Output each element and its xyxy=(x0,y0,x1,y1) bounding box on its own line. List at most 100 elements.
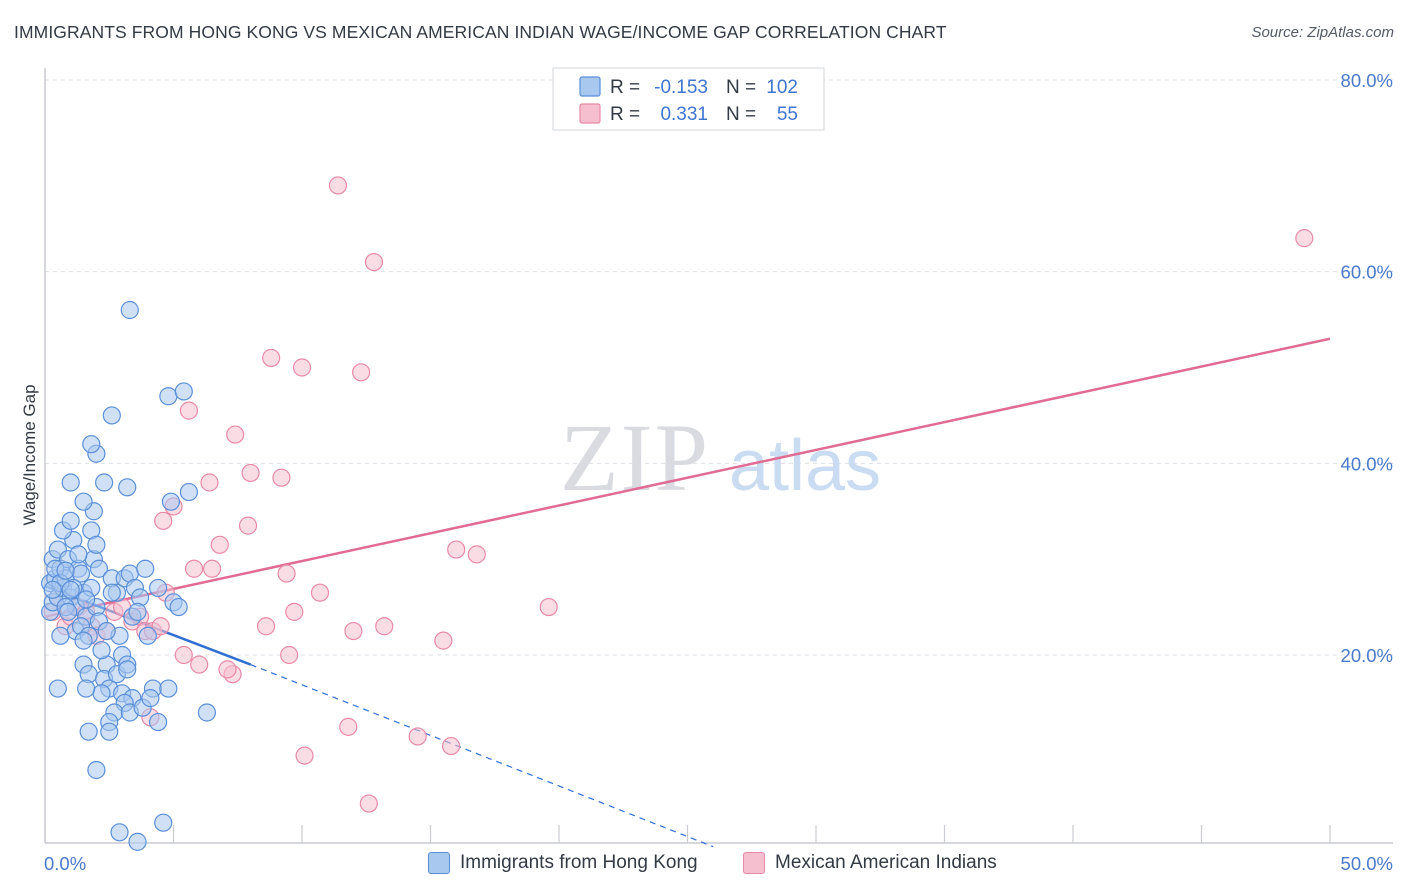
point-mexican-american-indians-24 xyxy=(226,425,245,444)
point-hong-kong-98 xyxy=(77,590,96,609)
point-mexican-american-indians-28 xyxy=(262,348,281,368)
stats-box: R = -0.153 N = 102 R = 0.331 N = 55 xyxy=(552,67,825,131)
point-hong-kong-67 xyxy=(159,387,178,406)
stats-n-value-1: 102 xyxy=(766,77,798,98)
point-hong-kong-87 xyxy=(69,545,88,564)
labels-layer: 20.0% 40.0% 60.0% 80.0% 0.0% 50.0% Wage/Income… xyxy=(20,70,1393,874)
legend-item-mexican-american-indians: Mexican American Indians xyxy=(743,852,997,874)
point-mexican-american-indians-53 xyxy=(280,645,299,665)
y-tick-label-3: 80.0% xyxy=(1341,70,1393,91)
point-hong-kong-29 xyxy=(61,473,80,492)
point-hong-kong-33 xyxy=(118,478,137,497)
point-hong-kong-81 xyxy=(154,813,173,832)
point-hong-kong-78 xyxy=(87,760,106,780)
point-mexican-american-indians-29 xyxy=(272,468,291,487)
point-mexican-american-indians-23 xyxy=(210,535,229,554)
trend-line-mexican-american-indians xyxy=(44,337,1331,618)
axes-layer xyxy=(44,68,1393,844)
point-mexican-american-indians-35 xyxy=(344,621,363,641)
point-hong-kong-100 xyxy=(138,626,157,645)
grid-layer xyxy=(45,79,1393,656)
point-hong-kong-101 xyxy=(118,660,137,679)
y-tick-label-2: 60.0% xyxy=(1341,262,1393,283)
chart-title: IMMIGRANTS FROM HONG KONG VS MEXICAN AME… xyxy=(14,22,947,42)
point-mexican-american-indians-46 xyxy=(408,727,427,746)
point-mexican-american-indians-18 xyxy=(154,511,173,530)
point-hong-kong-89 xyxy=(74,631,93,650)
point-mexican-american-indians-19 xyxy=(179,401,199,420)
trend-line-hong-kong-extension xyxy=(250,664,714,848)
point-hong-kong-32 xyxy=(102,406,121,425)
point-mexican-american-indians-39 xyxy=(434,631,453,650)
x-tick-label-1: 50.0% xyxy=(1341,853,1393,874)
point-mexican-american-indians-32 xyxy=(292,358,312,377)
point-mexican-american-indians-33 xyxy=(310,583,330,602)
y-tick-label-1: 40.0% xyxy=(1341,453,1393,474)
point-hong-kong-34 xyxy=(95,473,114,492)
legend-swatch-pink xyxy=(743,852,765,874)
point-mexican-american-indians-20 xyxy=(184,559,204,578)
stats-r-label-2: R = xyxy=(610,104,640,125)
point-hong-kong-31 xyxy=(82,435,101,454)
points-layer xyxy=(41,176,1314,851)
point-hong-kong-16 xyxy=(61,511,80,530)
point-mexican-american-indians-15 xyxy=(151,617,170,636)
point-hong-kong-62 xyxy=(141,689,160,708)
point-hong-kong-44 xyxy=(128,602,147,621)
point-mexican-american-indians-42 xyxy=(539,597,558,617)
point-hong-kong-91 xyxy=(136,559,155,578)
point-hong-kong-73 xyxy=(92,641,111,660)
point-mexican-american-indians-34 xyxy=(328,176,348,195)
point-hong-kong-65 xyxy=(161,492,181,511)
point-mexican-american-indians-43 xyxy=(339,717,358,736)
point-mexican-american-indians-27 xyxy=(256,617,276,636)
point-hong-kong-69 xyxy=(120,300,139,320)
point-hong-kong-99 xyxy=(97,621,116,641)
stats-r-value-1: -0.153 xyxy=(654,77,708,98)
point-mexican-american-indians-40 xyxy=(447,540,466,559)
point-hong-kong-79 xyxy=(110,823,129,842)
stats-n-value-2: 55 xyxy=(777,104,798,125)
legend-label-mexican-american-indians: Mexican American Indians xyxy=(775,852,997,874)
watermark: ZIP atlas xyxy=(560,404,881,511)
stats-r-label-1: R = xyxy=(610,77,640,98)
point-mexican-american-indians-25 xyxy=(241,463,260,483)
point-hong-kong-80 xyxy=(128,832,147,851)
point-hong-kong-95 xyxy=(61,580,80,599)
point-hong-kong-74 xyxy=(77,679,96,698)
point-mexican-american-indians-37 xyxy=(364,252,384,272)
x-tick-label-0: 0.0% xyxy=(44,853,86,874)
point-hong-kong-76 xyxy=(79,722,98,741)
point-hong-kong-77 xyxy=(100,722,119,741)
point-hong-kong-90 xyxy=(102,583,121,602)
point-hong-kong-70 xyxy=(197,703,217,722)
point-hong-kong-61 xyxy=(148,712,168,732)
point-hong-kong-75 xyxy=(48,679,67,698)
point-mexican-american-indians-51 xyxy=(174,645,193,665)
point-hong-kong-35 xyxy=(87,535,106,554)
point-mexican-american-indians-36 xyxy=(352,363,371,382)
stats-swatch-pink xyxy=(579,103,601,124)
point-mexican-american-indians-38 xyxy=(375,617,394,636)
stats-n-label-2: N = xyxy=(726,104,756,125)
stats-r-value-2: 0.331 xyxy=(660,104,708,125)
point-mexican-american-indians-41 xyxy=(467,545,486,564)
point-hong-kong-86 xyxy=(59,602,78,621)
point-mexican-american-indians-44 xyxy=(295,746,314,765)
watermark-atlas: atlas xyxy=(729,426,881,506)
stats-swatch-blue xyxy=(579,76,601,97)
point-hong-kong-97 xyxy=(56,561,75,580)
legend-item-hong-kong: Immigrants from Hong Kong xyxy=(428,852,698,874)
legend-label-hong-kong: Immigrants from Hong Kong xyxy=(460,852,698,874)
point-mexican-american-indians-31 xyxy=(285,602,304,621)
point-hong-kong-63 xyxy=(159,679,178,698)
legend-swatch-blue xyxy=(428,852,450,874)
point-mexican-american-indians-21 xyxy=(200,473,219,492)
point-hong-kong-66 xyxy=(179,482,199,502)
point-mexican-american-indians-54 xyxy=(1295,229,1314,248)
point-hong-kong-36 xyxy=(89,559,109,578)
point-mexican-american-indians-50 xyxy=(190,655,209,674)
y-axis-title: Wage/Income Gap xyxy=(20,384,39,525)
point-hong-kong-51 xyxy=(92,684,111,703)
point-hong-kong-68 xyxy=(174,382,193,401)
